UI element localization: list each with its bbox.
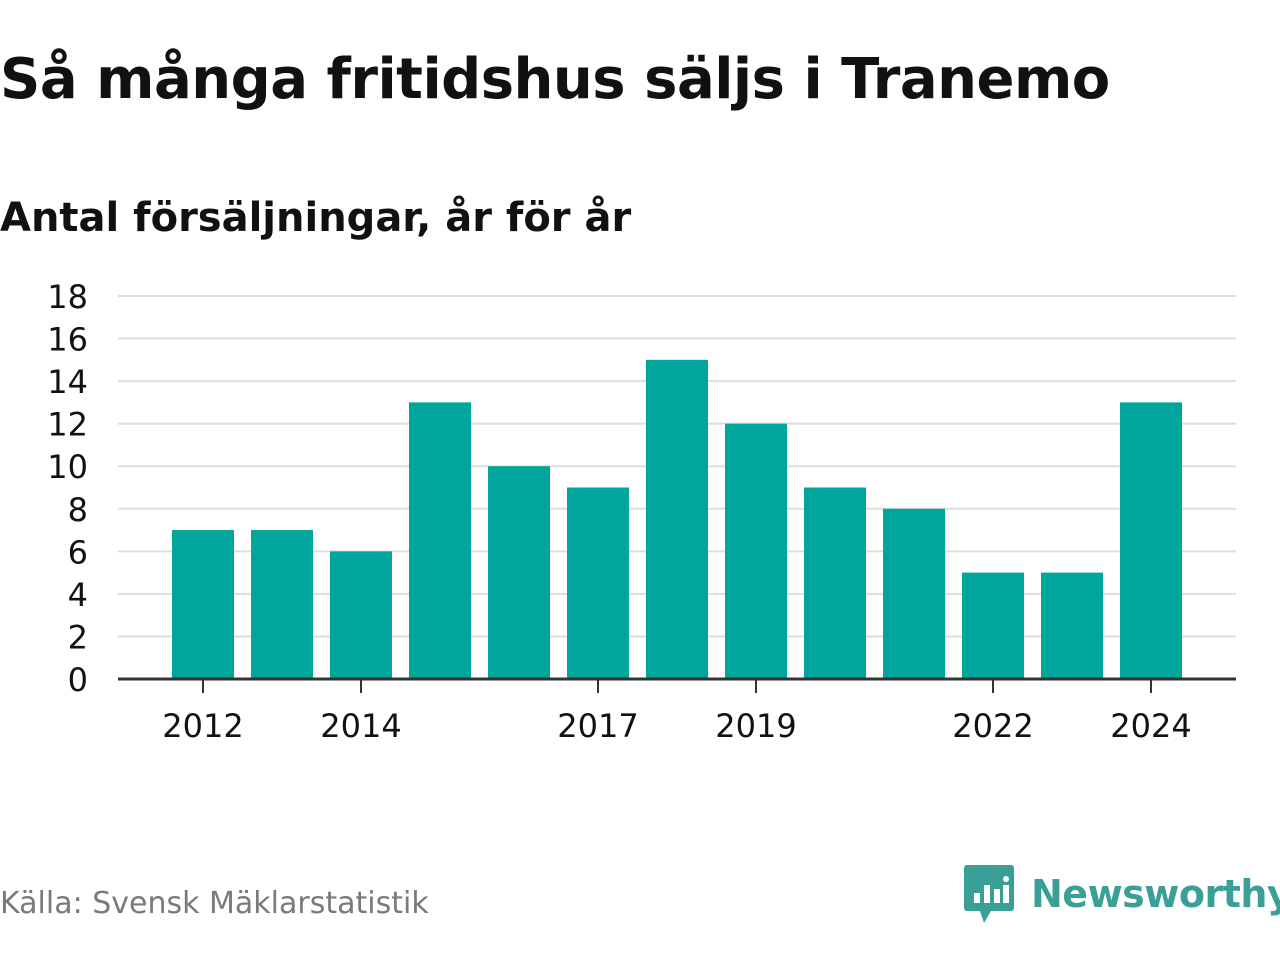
bar bbox=[962, 572, 1024, 679]
y-tick-label: 10 bbox=[47, 448, 88, 486]
y-tick-label: 14 bbox=[47, 363, 88, 401]
bars bbox=[172, 359, 1182, 679]
x-tick-label: 2012 bbox=[162, 707, 243, 745]
x-tick-label: 2014 bbox=[320, 707, 401, 745]
bar bbox=[883, 508, 945, 679]
y-tick-label: 18 bbox=[47, 278, 88, 316]
x-tick-label: 2017 bbox=[557, 707, 638, 745]
bar bbox=[1120, 402, 1182, 679]
y-tick-label: 16 bbox=[47, 321, 88, 359]
x-tick-label: 2019 bbox=[715, 707, 796, 745]
bar bbox=[804, 487, 866, 679]
y-tick-label: 12 bbox=[47, 406, 88, 444]
bar bbox=[567, 487, 629, 679]
chart-subtitle: Antal försäljningar, år för år bbox=[0, 195, 632, 241]
y-tick-label: 0 bbox=[68, 661, 88, 699]
bar bbox=[172, 530, 234, 679]
x-tick-label: 2024 bbox=[1110, 707, 1191, 745]
speech-bubble-bar-chart-icon bbox=[964, 865, 1014, 923]
bar bbox=[1041, 572, 1103, 679]
bar bbox=[488, 466, 550, 679]
y-tick-label: 2 bbox=[68, 618, 88, 656]
x-tick-label: 2022 bbox=[952, 707, 1033, 745]
axes: 0 2 4 6 8 10 12 14 16 18 2012 2014 2017 2019 2022 2024 bbox=[47, 278, 1236, 745]
bar bbox=[725, 423, 787, 679]
bar bbox=[251, 530, 313, 679]
bar bbox=[646, 359, 708, 679]
bar bbox=[409, 402, 471, 679]
y-tick-label: 4 bbox=[68, 576, 88, 614]
source-note: Källa: Svensk Mäklarstatistik bbox=[0, 886, 429, 921]
y-tick-label: 8 bbox=[68, 491, 88, 529]
bar bbox=[330, 551, 392, 679]
y-tick-label: 6 bbox=[68, 533, 88, 571]
brand-name: Newsworthy bbox=[1031, 872, 1280, 916]
brand-logo: Newsworthy bbox=[963, 862, 1280, 926]
chart-title: Så många fritidshus säljs i Tranemo bbox=[0, 47, 1110, 112]
